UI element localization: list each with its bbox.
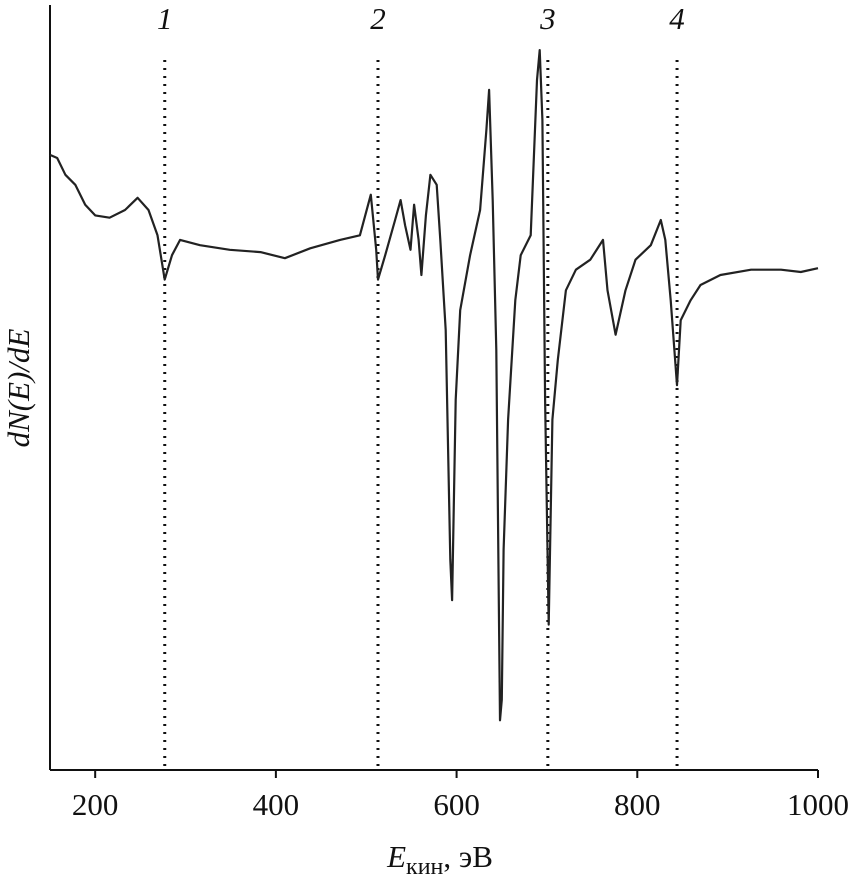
spectrum-line <box>49 49 819 722</box>
x-tick-label: 400 <box>253 787 300 822</box>
x-label-subscript: кин <box>406 854 444 880</box>
x-tick-label: 1000 <box>787 787 849 822</box>
x-tick-label: 600 <box>433 787 480 822</box>
marker-label: 3 <box>539 1 556 36</box>
x-axis-label: Eкин, эВ <box>386 839 493 879</box>
x-tick-label: 800 <box>614 787 661 822</box>
x-label-symbol: E <box>386 839 406 874</box>
marker-label: 4 <box>669 1 685 36</box>
y-axis-label: dN(E)/dE <box>1 329 36 448</box>
marker-label: 2 <box>370 1 386 36</box>
marker-label: 1 <box>157 1 173 36</box>
x-label-unit: , эВ <box>443 839 492 874</box>
x-tick-label: 200 <box>72 787 119 822</box>
